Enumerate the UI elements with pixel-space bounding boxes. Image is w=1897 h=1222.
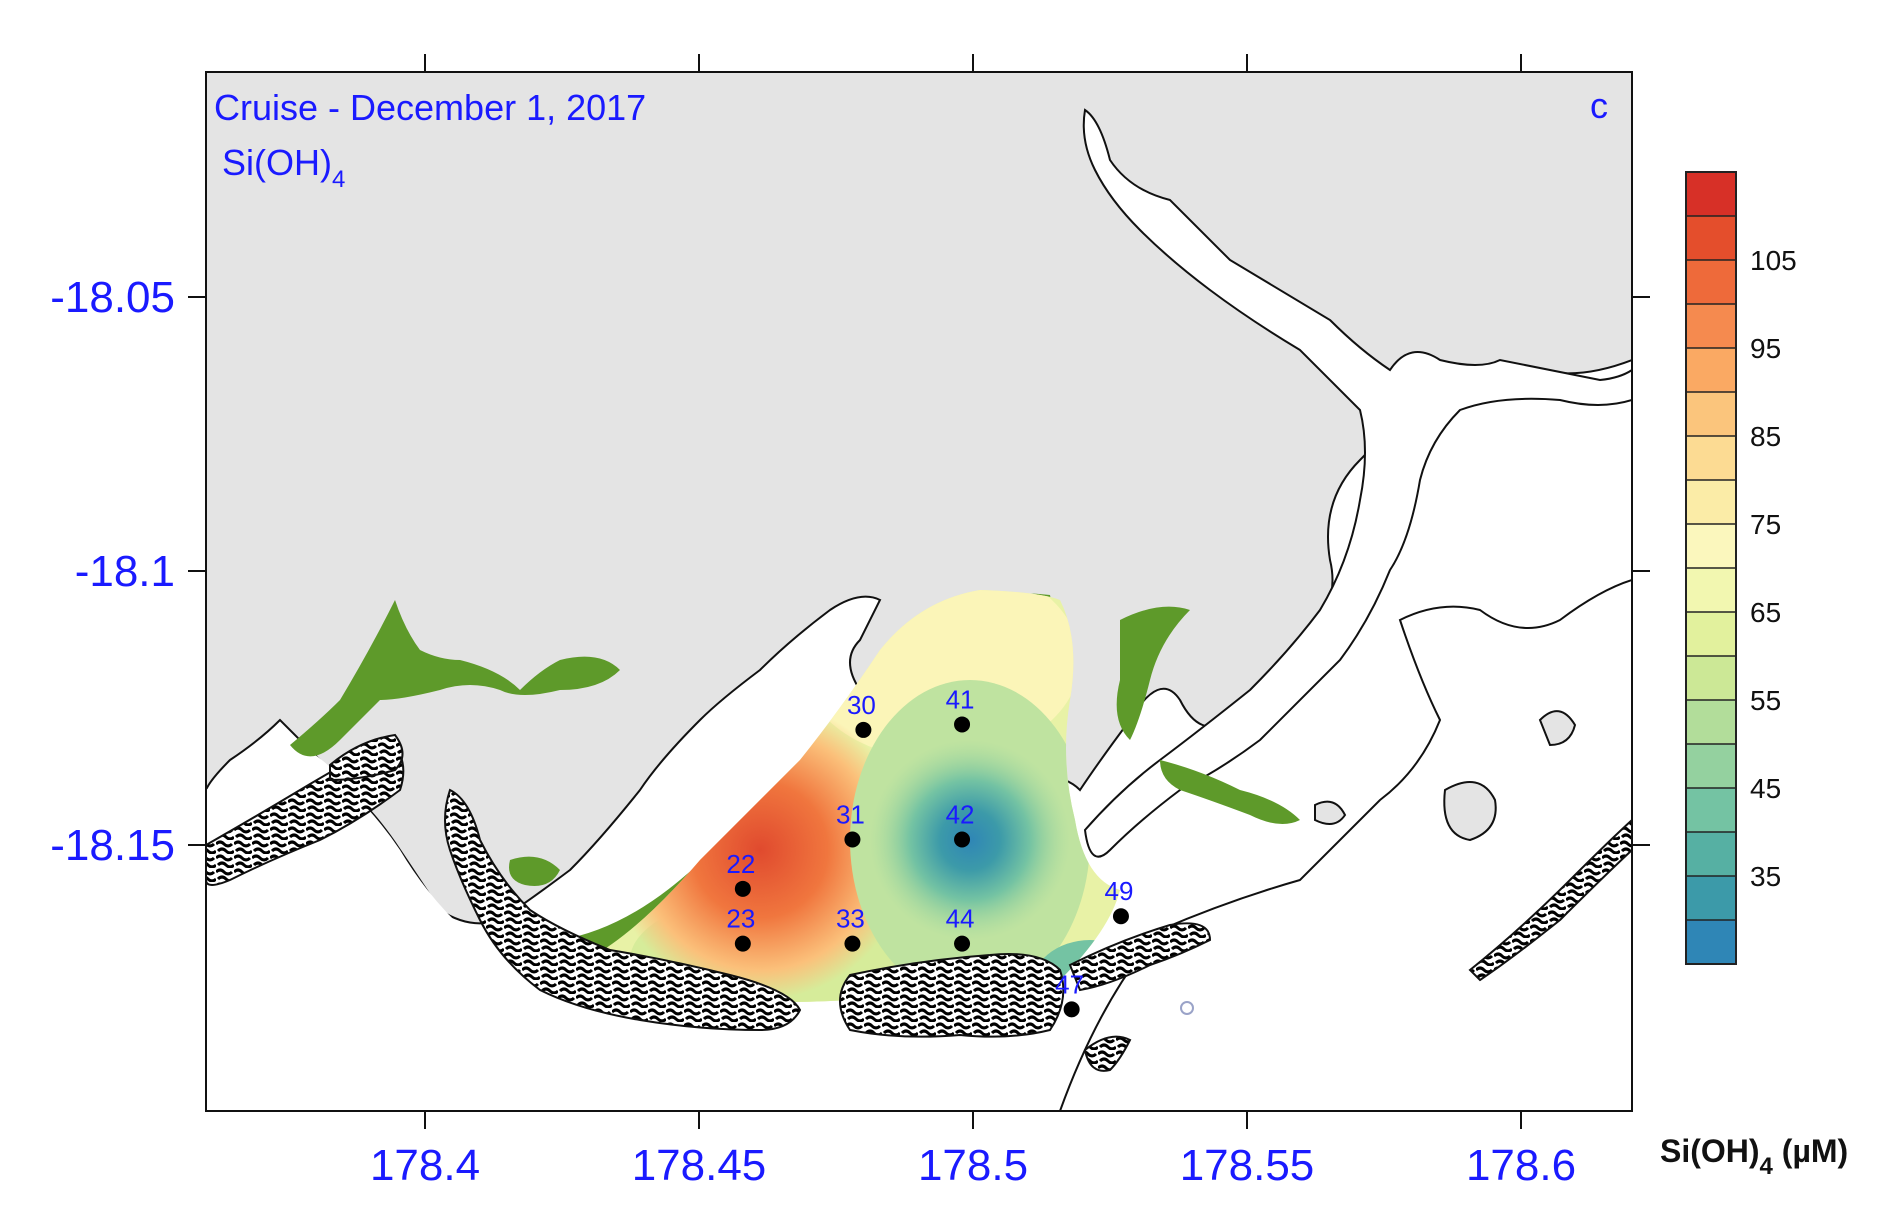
station-label: 44 [946,904,975,934]
mangrove-fringe-east [1116,606,1190,740]
stations-layer: 22 23 30 31 33 41 42 44 47 49 [726,684,1133,1018]
colorbar-band [1686,348,1736,393]
station-marker [734,935,751,952]
mangrove-fringe-west [290,600,620,757]
x-tick-label: 178.55 [1180,1141,1315,1190]
station-marker [734,880,751,897]
colorbar-band [1686,260,1736,305]
colorbar-band [1686,392,1736,437]
station-marker [844,831,861,848]
colorbar-band [1686,480,1736,525]
station-marker [855,721,872,738]
axis-ticks [188,54,1650,1129]
colorbar-tick-label: 55 [1750,685,1781,716]
colorbar-frame [1685,171,1737,965]
colorbar-tick-label: 75 [1750,509,1781,540]
reference-marker [1180,1001,1194,1015]
colorbar-band [1686,920,1736,965]
x-tick-label: 178.4 [370,1141,480,1190]
panel-letter: c [1590,85,1608,126]
station-label: 31 [836,800,865,830]
colorbar-band [1686,216,1736,261]
map-frame [205,71,1633,1112]
station-marker [954,716,971,733]
station-marker [954,831,971,848]
y-tick-label: -18.15 [50,821,175,870]
colorbar-band [1686,524,1736,569]
colorbar-band [1686,876,1736,921]
colorbar-band [1686,436,1736,481]
map-title: Cruise - December 1, 2017 [214,87,646,128]
colorbar-band [1686,172,1736,217]
x-tick-label: 178.6 [1466,1141,1576,1190]
x-tick-labels: 178.4 178.45 178.5 178.55 178.6 [370,1141,1576,1190]
colorbar-tick-label: 95 [1750,333,1781,364]
map-plot-area: 22 23 30 31 33 41 42 44 47 49 [206,72,1632,1111]
colorbar-band [1686,832,1736,877]
colorbar-band [1686,568,1736,613]
reef-island-small [1083,1035,1132,1072]
y-tick-labels: -18.05 -18.1 -18.15 [50,273,175,870]
colorbar: 105 95 85 75 65 55 45 35 [1685,171,1797,965]
island-east-2 [1538,710,1577,747]
colorbar-band [1686,744,1736,789]
mangrove-patch [509,856,560,886]
x-tick-label: 178.5 [918,1141,1028,1190]
colorbar-tick-label: 45 [1750,773,1781,804]
station-label: 22 [726,849,755,879]
reef-island-south [839,953,1065,1038]
station-label: 47 [1055,969,1084,999]
station-marker [1112,908,1129,925]
reef-island-southeast [1068,922,1212,992]
x-tick-label: 178.45 [632,1141,767,1190]
station-label: 41 [946,684,975,714]
colorbar-tick-label: 35 [1750,861,1781,892]
river-channel [1082,108,1632,858]
colorbar-label: Si(OH)4 (µM) [1660,1133,1848,1180]
station-label: 49 [1104,876,1133,906]
y-tick-label: -18.1 [75,547,175,596]
station-label: 42 [946,800,975,830]
station-label: 30 [847,690,876,720]
colorbar-band [1686,612,1736,657]
colorbar-tick-label: 105 [1750,245,1797,276]
station-label: 23 [726,904,755,934]
reef-island-far-east [1468,818,1632,982]
station-marker [844,935,861,952]
colorbar-band [1686,788,1736,833]
station-marker [954,935,971,952]
reef-island-nw [329,733,404,782]
colorbar-tick-label: 85 [1750,421,1781,452]
colorbar-tick-label: 65 [1750,597,1781,628]
y-tick-label: -18.05 [50,273,175,322]
station-label: 33 [836,904,865,934]
island-east-3 [1314,800,1347,825]
station-marker [1063,1001,1080,1018]
reef-island-central [444,788,802,1032]
mangrove-fringe-east-2 [1160,760,1300,824]
colorbar-band [1686,656,1736,701]
map-variable-label: Si(OH)4 [222,142,345,193]
colorbar-band [1686,304,1736,349]
island-east-1 [1443,781,1497,842]
colorbar-band [1686,700,1736,745]
